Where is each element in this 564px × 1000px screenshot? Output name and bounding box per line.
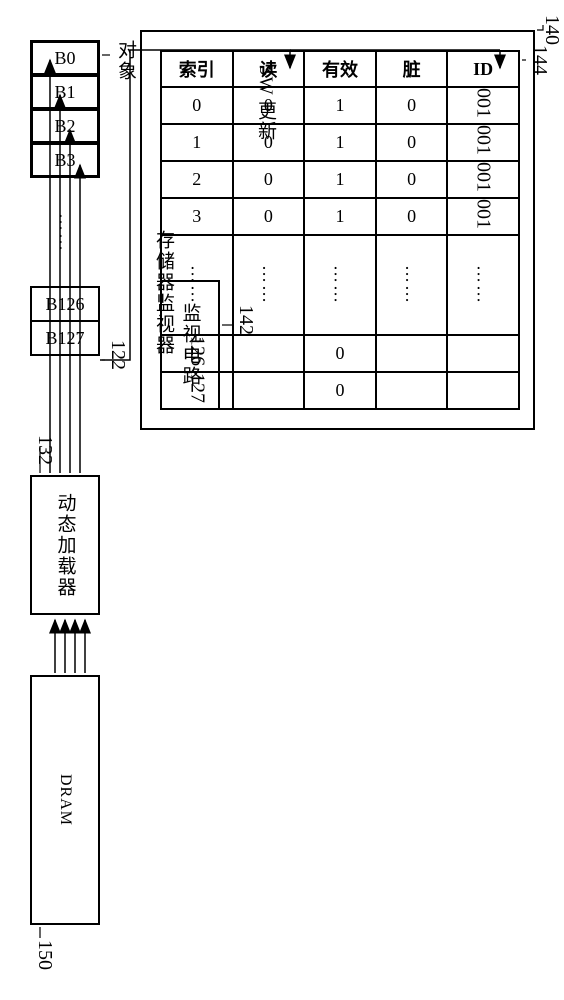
table-row: 127 0 [161, 372, 519, 409]
table-row: 索引 读 有效 脏 ID [161, 51, 519, 87]
table-row: 0 0 1 0 001 [161, 87, 519, 124]
object-label: 对象 [112, 40, 139, 82]
status-table: 索引 读 有效 脏 ID 0 0 1 0 001 1 0 1 0 001 2 0… [160, 50, 520, 410]
obj-cell-b127: B127 [30, 320, 100, 356]
table-row: 126 0 [161, 335, 519, 372]
loader-label: 动态加载器 [52, 493, 79, 598]
ref-150: 150 [33, 940, 56, 970]
table-row: 3 0 1 0 001 [161, 198, 519, 235]
dram-label: DRAM [56, 774, 74, 826]
ref-144: 144 [528, 45, 551, 75]
object-stack: B0 B1 B2 B3 …… B126 B127 [30, 40, 100, 356]
obj-cell-b1: B1 [30, 74, 100, 110]
col-dirty: 脏 [376, 51, 448, 87]
col-index: 索引 [161, 51, 233, 87]
obj-dots: …… [30, 178, 100, 288]
col-id: ID [447, 51, 519, 87]
ref-132: 132 [33, 435, 56, 465]
sw-update-label: SW 更新 [252, 65, 279, 141]
dynamic-loader-block: 动态加载器 [30, 475, 100, 615]
dram-block: DRAM [30, 675, 100, 925]
obj-cell-b3: B3 [30, 142, 100, 178]
ref-122: 122 [106, 340, 129, 370]
ref-140: 140 [540, 15, 563, 45]
obj-cell-b0: B0 [30, 40, 100, 76]
table-row-dots: …… …… …… …… …… [161, 235, 519, 335]
col-valid: 有效 [304, 51, 376, 87]
obj-cell-b2: B2 [30, 108, 100, 144]
obj-cell-b126: B126 [30, 286, 100, 322]
table-row: 1 0 1 0 001 [161, 124, 519, 161]
table-row: 2 0 1 0 001 [161, 161, 519, 198]
